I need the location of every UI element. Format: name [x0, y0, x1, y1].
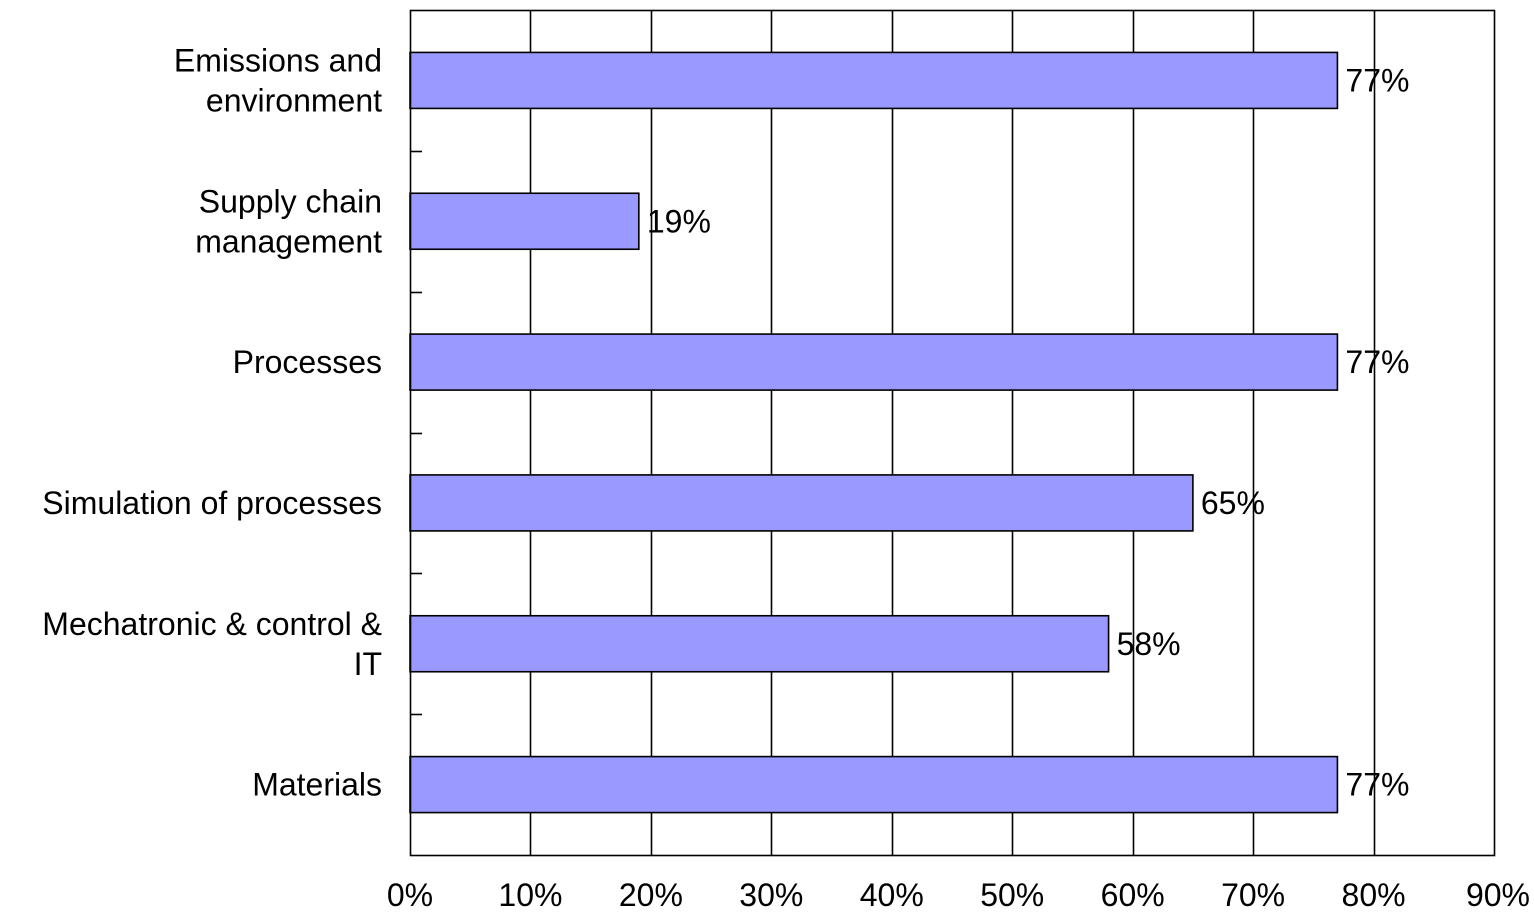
- bar-mechatronic-and-control-and-it: [409, 614, 1110, 673]
- value-axis-labels: 0% 10% 20% 30% 40% 50% 60% 70% 80% 90%: [387, 877, 1530, 913]
- bar-supply-chain-management: [409, 192, 640, 251]
- data-label-mechatronic-and-control-and-it: 58%: [1117, 626, 1181, 662]
- bars: [409, 51, 1339, 814]
- category-axis-labels: Emissions and environment Supply chain mana…: [42, 42, 382, 802]
- grid-lines: [529, 10, 1376, 855]
- data-labels: 77% 19% 77% 65% 58% 77%: [647, 62, 1410, 802]
- bar-simulation-of-processes: [409, 474, 1194, 532]
- category-label-processes: Processes: [233, 344, 382, 380]
- category-label-mechatronic-and-control-and-it: Mechatronic & control & IT: [42, 606, 382, 682]
- x-tick-label-20: 20%: [619, 877, 683, 913]
- category-label-simulation-of-processes: Simulation of processes: [42, 485, 382, 521]
- x-tick-label-60: 60%: [1101, 877, 1165, 913]
- data-label-emissions-and-environment: 77%: [1345, 62, 1409, 98]
- data-label-simulation-of-processes: 65%: [1201, 485, 1265, 521]
- category-label-supply-chain-management: Supply chain management: [195, 183, 382, 259]
- x-tick-label-10: 10%: [498, 877, 562, 913]
- x-tick-label-80: 80%: [1342, 877, 1406, 913]
- category-label-emissions-and-environment: Emissions and environment: [174, 42, 382, 118]
- x-tick-label-30: 30%: [739, 877, 803, 913]
- x-tick-label-40: 40%: [860, 877, 924, 913]
- x-tick-label-0: 0%: [387, 877, 433, 913]
- data-label-supply-chain-management: 19%: [647, 203, 711, 239]
- data-label-materials: 77%: [1345, 767, 1409, 803]
- plot-frame: [409, 9, 1496, 857]
- x-tick-label-70: 70%: [1221, 877, 1285, 913]
- category-label-materials: Materials: [252, 767, 382, 803]
- plot-border: [409, 9, 1496, 857]
- bar-processes: [409, 333, 1339, 391]
- data-label-processes: 77%: [1345, 344, 1409, 380]
- x-tick-label-50: 50%: [980, 877, 1044, 913]
- x-tick-label-90: 90%: [1466, 877, 1530, 913]
- bar-emissions-and-environment: [409, 51, 1339, 110]
- bar-materials: [409, 755, 1339, 814]
